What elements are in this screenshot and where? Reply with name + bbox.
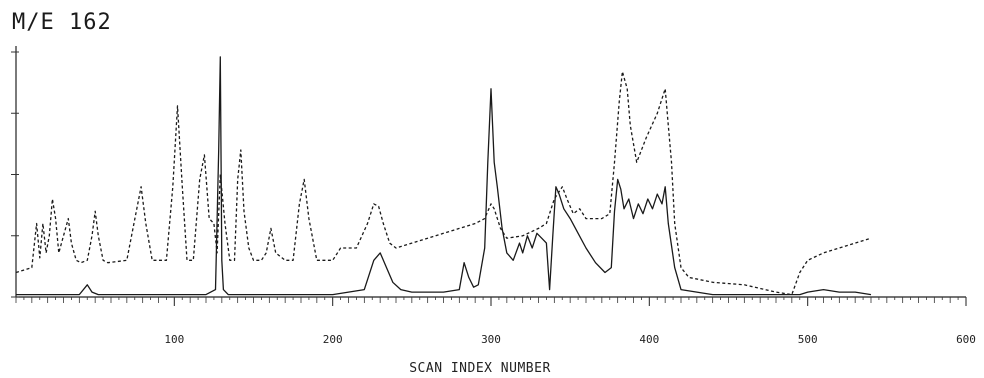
series-solid-line [16,56,872,296]
x-tick-label: 300 [481,333,501,346]
chart-title: M/E 162 [12,10,112,35]
axes [11,46,967,306]
series-dashed-line [15,70,872,296]
x-tick-label: 200 [323,333,343,346]
x-tick-label: 100 [164,333,184,346]
x-tick-label: 600 [956,333,976,346]
tick-labels: 100 200 300 400 500 600 [164,333,976,346]
x-tick-label: 400 [639,333,659,346]
x-axis-label: SCAN INDEX NUMBER [409,361,551,376]
plot-area [15,56,872,296]
x-tick-label: 500 [798,333,818,346]
